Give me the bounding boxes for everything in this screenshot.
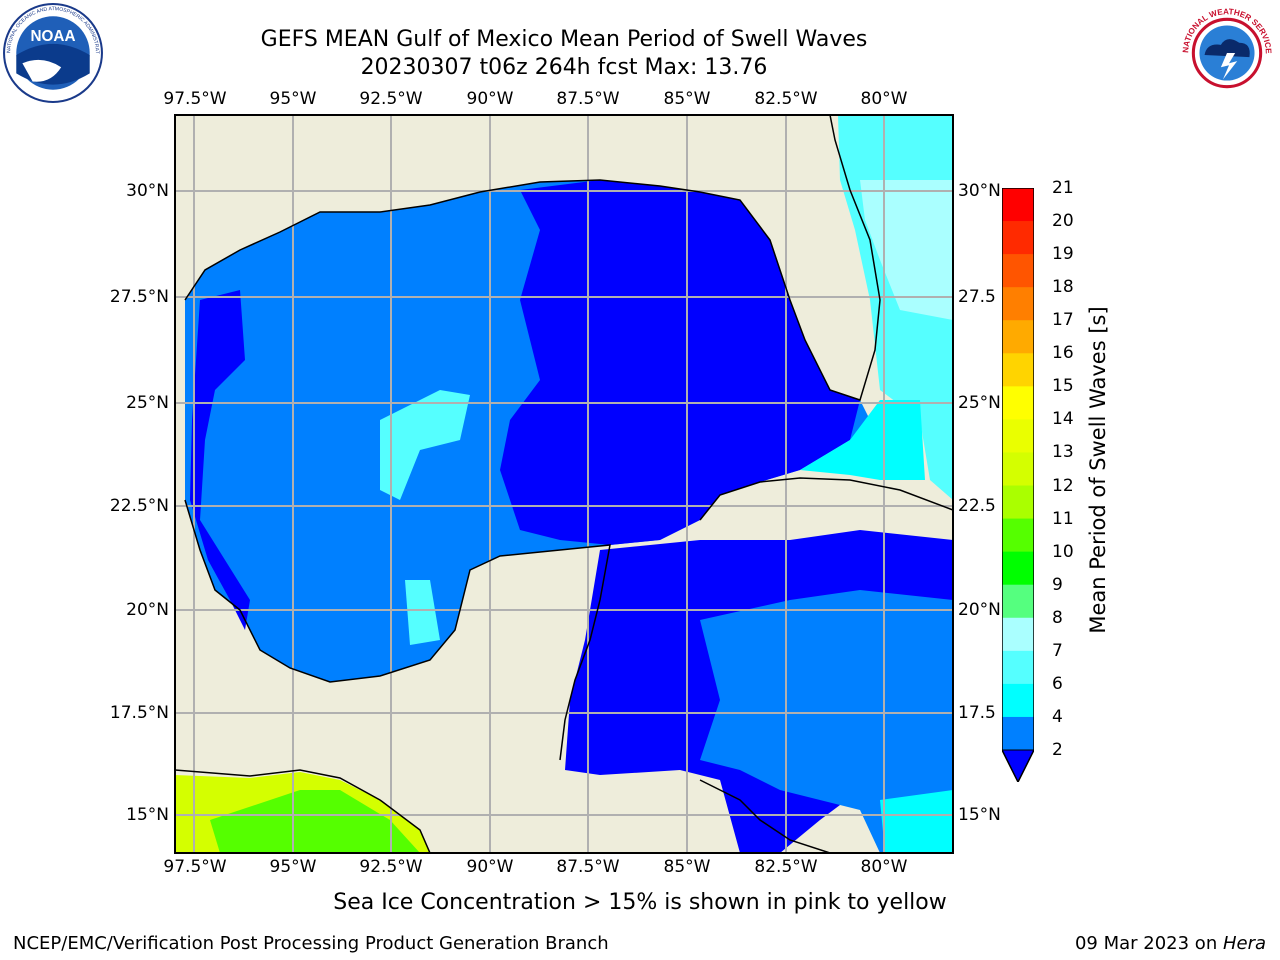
sea-ice-note: Sea Ice Concentration > 15% is shown in … xyxy=(0,890,1280,915)
lon-tick-bottom: 95°W xyxy=(269,857,317,877)
lat-tick-right: 25°N xyxy=(958,393,1001,413)
colorbar-tick-label: 11 xyxy=(1052,508,1074,529)
lat-tick-right: 20°N xyxy=(958,600,1001,620)
footer-host: Hera xyxy=(1222,933,1266,954)
lat-tick-right: 15°N xyxy=(958,805,1001,825)
gulf-water-dark-east xyxy=(500,180,860,545)
colorbar-segment xyxy=(1002,287,1034,321)
lat-tick-left: 27.5°N xyxy=(109,287,169,307)
gridlines xyxy=(175,115,953,853)
lat-tick-left: 20°N xyxy=(126,600,169,620)
colorbar-tick-label: 15 xyxy=(1052,376,1074,397)
gulf-water-cyan-patch xyxy=(380,390,470,500)
lat-tick-left: 22.5°N xyxy=(109,496,169,516)
lon-tick-top: 82.5°W xyxy=(754,89,818,109)
nws-logo: NATIONAL WEATHER SERVICE xyxy=(1179,5,1275,101)
colorbar-tick-label: 17 xyxy=(1052,310,1074,331)
colorbar-segment xyxy=(1002,683,1034,718)
lat-tick-left: 30°N xyxy=(126,181,169,201)
colorbar-tick-label: 8 xyxy=(1052,607,1063,628)
colorbar-tick-label: 7 xyxy=(1052,640,1063,661)
map-title: GEFS MEAN Gulf of Mexico Mean Period of … xyxy=(260,27,868,52)
lon-tick-bottom: 87.5°W xyxy=(556,857,620,877)
noaa-logo: NOAA NATIONAL OCEANIC AND ATMOSPHERIC AD… xyxy=(2,2,103,103)
straits-water-cyan xyxy=(800,400,925,480)
pacific-water-green xyxy=(210,790,420,853)
lon-tick-top: 92.5°W xyxy=(359,89,423,109)
lon-tick-bottom: 90°W xyxy=(466,857,514,877)
colorbar-segment xyxy=(1002,386,1034,420)
colorbar-segment xyxy=(1002,617,1034,652)
colorbar-tick-label: 12 xyxy=(1052,475,1074,496)
colorbar-tick-label: 6 xyxy=(1052,673,1063,694)
colorbar-segment xyxy=(1002,254,1034,288)
coastlines xyxy=(175,115,953,853)
lon-tick-top: 87.5°W xyxy=(556,89,620,109)
lon-tick-top: 97.5°W xyxy=(163,89,227,109)
lat-tick-right: 17.5 xyxy=(958,703,996,723)
lon-tick-top: 90°W xyxy=(466,89,514,109)
colorbar-segment xyxy=(1002,188,1034,222)
sea-ice-note-text: Sea Ice Concentration > 15% is shown in … xyxy=(333,890,947,915)
colorbar-label: Mean Period of Swell Waves [s] xyxy=(1086,306,1110,634)
lon-tick-bottom: 82.5°W xyxy=(754,857,818,877)
colorbar-tick-label: 13 xyxy=(1052,442,1074,463)
colorbar-segment xyxy=(1002,650,1034,685)
colorbar-tick-label: 9 xyxy=(1052,574,1063,595)
map-frame xyxy=(174,114,954,854)
colorbar-segment xyxy=(1002,419,1034,453)
colorbar-segment xyxy=(1002,584,1034,619)
lat-tick-left: 25°N xyxy=(126,393,169,413)
colorbar-tick-label: 20 xyxy=(1052,211,1074,232)
colorbar-segment xyxy=(1002,452,1034,487)
colorbar-tick-label: 4 xyxy=(1052,706,1063,727)
lat-tick-left: 17.5°N xyxy=(109,703,169,723)
colorbar-tick-label: 14 xyxy=(1052,409,1074,430)
colorbar-tick-label: 19 xyxy=(1052,244,1074,265)
colorbar-tick-label: 18 xyxy=(1052,277,1074,298)
colorbar-segment xyxy=(1002,221,1034,255)
colorbar-frame xyxy=(1002,188,1034,782)
colorbar-segment xyxy=(1002,485,1034,520)
noaa-logo-text: NOAA xyxy=(31,28,76,45)
lon-tick-bottom: 97.5°W xyxy=(163,857,227,877)
lat-tick-left: 15°N xyxy=(126,805,169,825)
lat-tick-right: 22.5 xyxy=(958,496,996,516)
colorbar-segment xyxy=(1002,551,1034,586)
lat-tick-right: 27.5 xyxy=(958,287,996,307)
gulf-water-dark-west xyxy=(190,290,250,630)
colorbar-segment xyxy=(1002,518,1034,553)
colorbar-segment xyxy=(1002,353,1034,387)
lon-tick-bottom: 80°W xyxy=(860,857,908,877)
gulf-water-cyan-patch-2 xyxy=(405,580,440,645)
footer-date-text: 09 Mar 2023 on xyxy=(1074,933,1223,954)
map-subtitle: 20230307 t06z 264h fcst Max: 13.76 xyxy=(360,55,768,80)
lon-tick-top: 80°W xyxy=(860,89,908,109)
lat-tick-right: 30°N xyxy=(958,181,1001,201)
colorbar-segment xyxy=(1002,716,1034,751)
caribbean-water-light xyxy=(700,590,953,853)
lon-tick-bottom: 85°W xyxy=(663,857,711,877)
colorbar-tick-label: 16 xyxy=(1052,343,1074,364)
colorbar-extend-triangle xyxy=(1002,749,1034,782)
caribbean-water-cyan xyxy=(880,790,953,853)
colorbar-tick-label: 2 xyxy=(1052,740,1063,760)
footer-date: 09 Mar 2023 on Hera xyxy=(1075,933,1266,954)
colorbar-tick-label: 10 xyxy=(1052,541,1074,562)
lon-tick-top: 85°W xyxy=(663,89,711,109)
lon-tick-bottom: 92.5°W xyxy=(359,857,423,877)
colorbar-tick-label: 21 xyxy=(1052,178,1074,198)
colorbar-segment xyxy=(1002,320,1034,354)
footer-credit: NCEP/EMC/Verification Post Processing Pr… xyxy=(13,933,609,954)
lon-tick-top: 95°W xyxy=(269,89,317,109)
colorbar xyxy=(1002,188,1034,782)
